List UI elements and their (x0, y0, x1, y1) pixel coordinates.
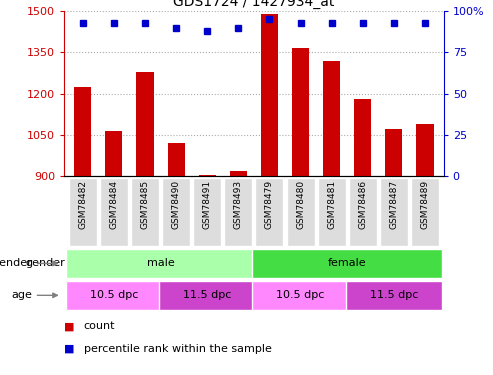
FancyBboxPatch shape (349, 178, 377, 246)
FancyBboxPatch shape (224, 178, 252, 246)
Bar (354, 99, 371, 176)
FancyBboxPatch shape (255, 178, 283, 246)
FancyBboxPatch shape (286, 178, 315, 246)
Text: GSM78481: GSM78481 (327, 180, 336, 229)
Text: count: count (84, 321, 115, 331)
Bar (386, 129, 402, 176)
Text: 10.5 dpc: 10.5 dpc (90, 290, 138, 300)
FancyBboxPatch shape (193, 178, 221, 246)
Text: GSM78484: GSM78484 (109, 180, 118, 229)
FancyBboxPatch shape (346, 281, 442, 310)
Text: GSM78479: GSM78479 (265, 180, 274, 229)
Text: 10.5 dpc: 10.5 dpc (277, 290, 325, 300)
Text: male: male (147, 258, 175, 268)
FancyBboxPatch shape (66, 281, 162, 310)
Text: ■: ■ (64, 344, 74, 354)
FancyBboxPatch shape (131, 178, 159, 246)
FancyBboxPatch shape (159, 281, 255, 310)
FancyBboxPatch shape (162, 178, 190, 246)
Text: GSM78485: GSM78485 (141, 180, 149, 229)
Text: age: age (11, 290, 32, 300)
Text: female: female (328, 258, 367, 268)
Bar (417, 124, 433, 176)
Bar (137, 72, 153, 176)
FancyBboxPatch shape (411, 178, 439, 246)
Text: GSM78493: GSM78493 (234, 180, 243, 229)
Text: ■: ■ (64, 321, 74, 331)
Text: gender: gender (0, 258, 32, 268)
Text: gender: gender (25, 258, 65, 268)
Bar (74, 87, 91, 176)
FancyBboxPatch shape (100, 178, 128, 246)
Bar (292, 48, 309, 176)
Text: GSM78486: GSM78486 (358, 180, 367, 229)
Text: GSM78491: GSM78491 (203, 180, 211, 229)
Text: percentile rank within the sample: percentile rank within the sample (84, 344, 272, 354)
Text: GSM78490: GSM78490 (172, 180, 180, 229)
Title: GDS1724 / 1427934_at: GDS1724 / 1427934_at (173, 0, 335, 9)
Text: GSM78487: GSM78487 (389, 180, 398, 229)
FancyBboxPatch shape (66, 249, 255, 278)
Bar (168, 143, 185, 176)
Text: 11.5 dpc: 11.5 dpc (183, 290, 231, 300)
FancyBboxPatch shape (317, 178, 346, 246)
FancyBboxPatch shape (252, 281, 349, 310)
Bar (323, 61, 340, 176)
Text: GSM78480: GSM78480 (296, 180, 305, 229)
FancyBboxPatch shape (69, 178, 97, 246)
Text: 11.5 dpc: 11.5 dpc (370, 290, 418, 300)
FancyBboxPatch shape (380, 178, 408, 246)
Bar (230, 171, 247, 176)
Bar (199, 175, 216, 176)
Text: GSM78482: GSM78482 (78, 180, 87, 229)
Bar (261, 14, 278, 176)
Bar (106, 131, 122, 176)
Text: GSM78489: GSM78489 (421, 180, 429, 229)
FancyBboxPatch shape (252, 249, 442, 278)
